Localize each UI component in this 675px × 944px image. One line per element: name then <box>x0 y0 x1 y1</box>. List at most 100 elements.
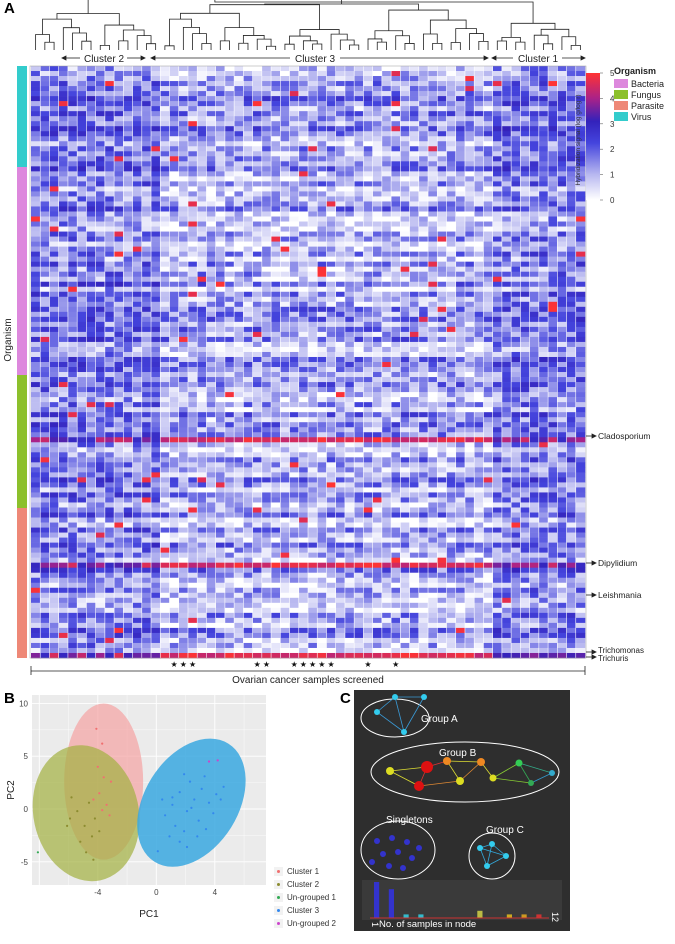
heatmap-cell <box>215 136 226 142</box>
heatmap-cell <box>566 101 577 107</box>
heatmap-cell <box>31 437 41 443</box>
heatmap-cell <box>243 226 253 232</box>
heatmap-cell <box>289 146 300 152</box>
heatmap-cell <box>206 66 216 72</box>
heatmap-cell <box>344 306 355 313</box>
heatmap-cell <box>409 116 420 122</box>
heatmap-cell <box>151 156 161 162</box>
heatmap-cell <box>520 276 530 283</box>
heatmap-cell <box>197 106 207 112</box>
heatmap-cell <box>501 151 512 157</box>
heatmap-cell <box>95 427 106 433</box>
heatmap-cell <box>548 271 558 278</box>
heatmap-cell <box>381 397 392 403</box>
heatmap-cell <box>280 407 290 413</box>
heatmap-cell <box>141 276 152 283</box>
heatmap-cell <box>169 181 180 187</box>
heatmap-cell <box>308 377 318 383</box>
heatmap-cell <box>58 472 69 478</box>
heatmap-cell <box>557 301 567 308</box>
heatmap-cell <box>95 206 106 212</box>
heatmap-cell <box>67 236 78 242</box>
heatmap-cell <box>538 161 549 167</box>
heatmap-cell <box>224 306 235 313</box>
heatmap-cell <box>520 432 530 438</box>
heatmap-cell <box>67 76 78 82</box>
heatmap-cell <box>363 86 373 92</box>
heatmap-cell <box>197 311 207 318</box>
heatmap-cell <box>114 86 124 92</box>
heatmap-cell <box>141 311 152 318</box>
heatmap-cell <box>169 457 180 463</box>
heatmap-cell <box>132 116 143 122</box>
heatmap-cell <box>169 121 180 127</box>
heatmap-cell <box>381 136 392 142</box>
heatmap-cell <box>197 121 207 127</box>
heatmap-cell <box>298 116 309 122</box>
heatmap-cell <box>123 412 133 418</box>
heatmap-cell <box>446 427 457 433</box>
heatmap-cell <box>234 331 244 338</box>
heatmap-cell <box>298 311 309 318</box>
heatmap-cell <box>418 351 429 358</box>
heatmap-cell <box>224 367 235 373</box>
heatmap-cell <box>178 191 189 197</box>
heatmap-cell <box>40 447 50 453</box>
heatmap-cell <box>169 442 180 448</box>
heatmap-cell <box>344 101 355 107</box>
heatmap-cell <box>224 326 235 333</box>
heatmap-cell <box>529 276 540 283</box>
heatmap-cell <box>317 171 327 177</box>
heatmap-cell <box>169 452 180 458</box>
heatmap-cell <box>252 286 263 293</box>
heatmap-cell <box>151 161 161 167</box>
heatmap-cell <box>261 301 272 308</box>
heatmap-cell <box>58 367 69 373</box>
heatmap-cell <box>511 271 521 278</box>
heatmap-cell <box>548 216 558 222</box>
heatmap-cell <box>271 251 281 257</box>
heatmap-cell <box>428 467 438 473</box>
heatmap-cell <box>520 321 530 328</box>
heatmap-cell <box>492 296 503 303</box>
heatmap-cell <box>372 422 383 428</box>
heatmap-cell <box>95 387 106 393</box>
heatmap-cell <box>381 467 392 473</box>
heatmap-cell <box>77 166 87 172</box>
heatmap-cell <box>464 452 475 458</box>
heatmap-cell <box>437 311 447 318</box>
heatmap-cell <box>483 171 493 177</box>
heatmap-cell <box>289 116 300 122</box>
heatmap-cell <box>95 171 106 177</box>
heatmap-cell <box>31 392 41 398</box>
heatmap-cell <box>391 146 401 152</box>
heatmap-cell <box>197 351 207 358</box>
heatmap-cell <box>538 251 549 257</box>
heatmap-cell <box>104 311 115 318</box>
heatmap-cell <box>197 467 207 473</box>
heatmap-cell <box>520 141 530 147</box>
heatmap-cell <box>197 196 207 202</box>
heatmap-cell <box>187 452 198 458</box>
heatmap-cell <box>40 176 50 182</box>
heatmap-cell <box>114 71 124 77</box>
heatmap-cell <box>464 442 475 448</box>
heatmap-cell <box>197 387 207 393</box>
heatmap-cell <box>123 131 133 137</box>
heatmap-cell <box>289 71 300 77</box>
heatmap-cell <box>381 301 392 308</box>
heatmap-cell <box>95 457 106 463</box>
heatmap-cell <box>520 442 530 448</box>
heatmap-cell <box>372 181 383 187</box>
heatmap-cell <box>141 76 152 82</box>
heatmap-cell <box>557 276 567 283</box>
heatmap-cell <box>464 427 475 433</box>
heatmap-cell <box>437 356 447 363</box>
heatmap-cell <box>409 341 420 348</box>
heatmap-cell <box>280 196 290 202</box>
heatmap-cell <box>464 392 475 398</box>
heatmap-cell <box>326 251 336 257</box>
heatmap-cell <box>206 151 216 157</box>
heatmap-cell <box>86 387 96 393</box>
heatmap-cell <box>529 452 540 458</box>
